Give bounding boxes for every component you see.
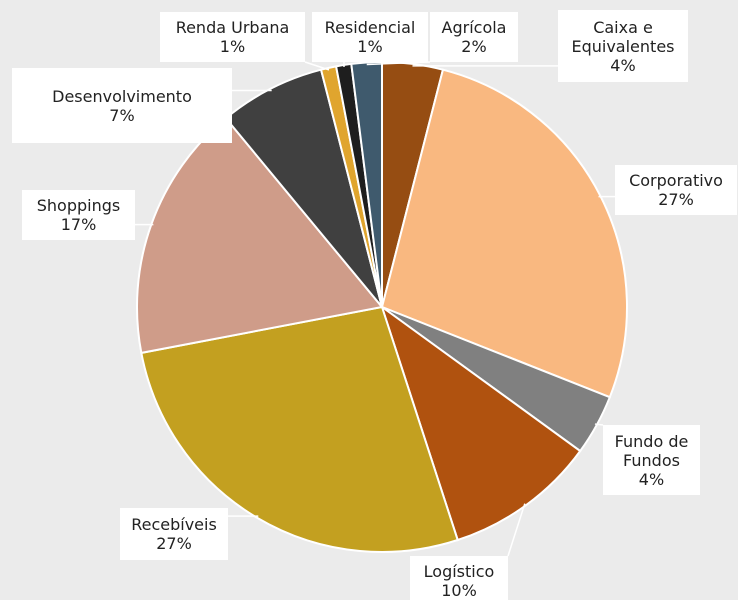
category-name: Residencial	[324, 18, 416, 37]
value-label: 4%	[638, 469, 665, 489]
value-label: 1%	[357, 37, 383, 56]
data-label: Logístico 10%	[410, 556, 508, 600]
category-name: Shoppings	[36, 196, 121, 215]
pie-slice	[140, 305, 459, 553]
pie-slice	[380, 304, 582, 542]
data-label: Residencial 1%	[312, 12, 428, 62]
category-name: Agrícola	[441, 18, 507, 37]
leader-line	[366, 61, 431, 66]
category-name: Desenvolvimento	[52, 86, 192, 106]
pie-slice	[380, 68, 628, 399]
category-name: Logístico	[423, 562, 495, 581]
category-name: Fundo de Fundos	[614, 431, 689, 470]
data-label: Agrícola 2%	[430, 12, 518, 62]
pie-slice	[350, 60, 383, 308]
category-name: Caixa e Equivalentes	[571, 17, 675, 56]
category-name: Recebíveis	[131, 515, 217, 534]
value-label: 4%	[610, 55, 636, 75]
category-name: Corporativo	[629, 171, 723, 190]
data-label: Renda Urbana 1%	[160, 12, 305, 62]
value-label: 1%	[219, 37, 246, 56]
data-label: Recebíveis 27%	[120, 508, 228, 560]
leader-line	[304, 61, 330, 71]
category-name: Renda Urbana	[175, 18, 290, 37]
value-label: 27%	[156, 534, 192, 553]
data-label: Corporativo 27%	[615, 165, 737, 215]
data-label: Shoppings 17%	[22, 190, 135, 240]
leader-line	[507, 503, 526, 557]
data-label: Fundo de Fundos 4%	[603, 425, 700, 495]
value-label: 17%	[60, 215, 97, 234]
value-label: 7%	[109, 105, 135, 125]
value-label: 10%	[441, 581, 477, 600]
data-label: Desenvolvimento 7%	[12, 68, 232, 143]
value-label: 2%	[461, 37, 487, 56]
leader-line	[594, 423, 604, 426]
value-label: 27%	[658, 190, 694, 209]
data-label: Caixa e Equivalentes 4%	[558, 10, 688, 82]
